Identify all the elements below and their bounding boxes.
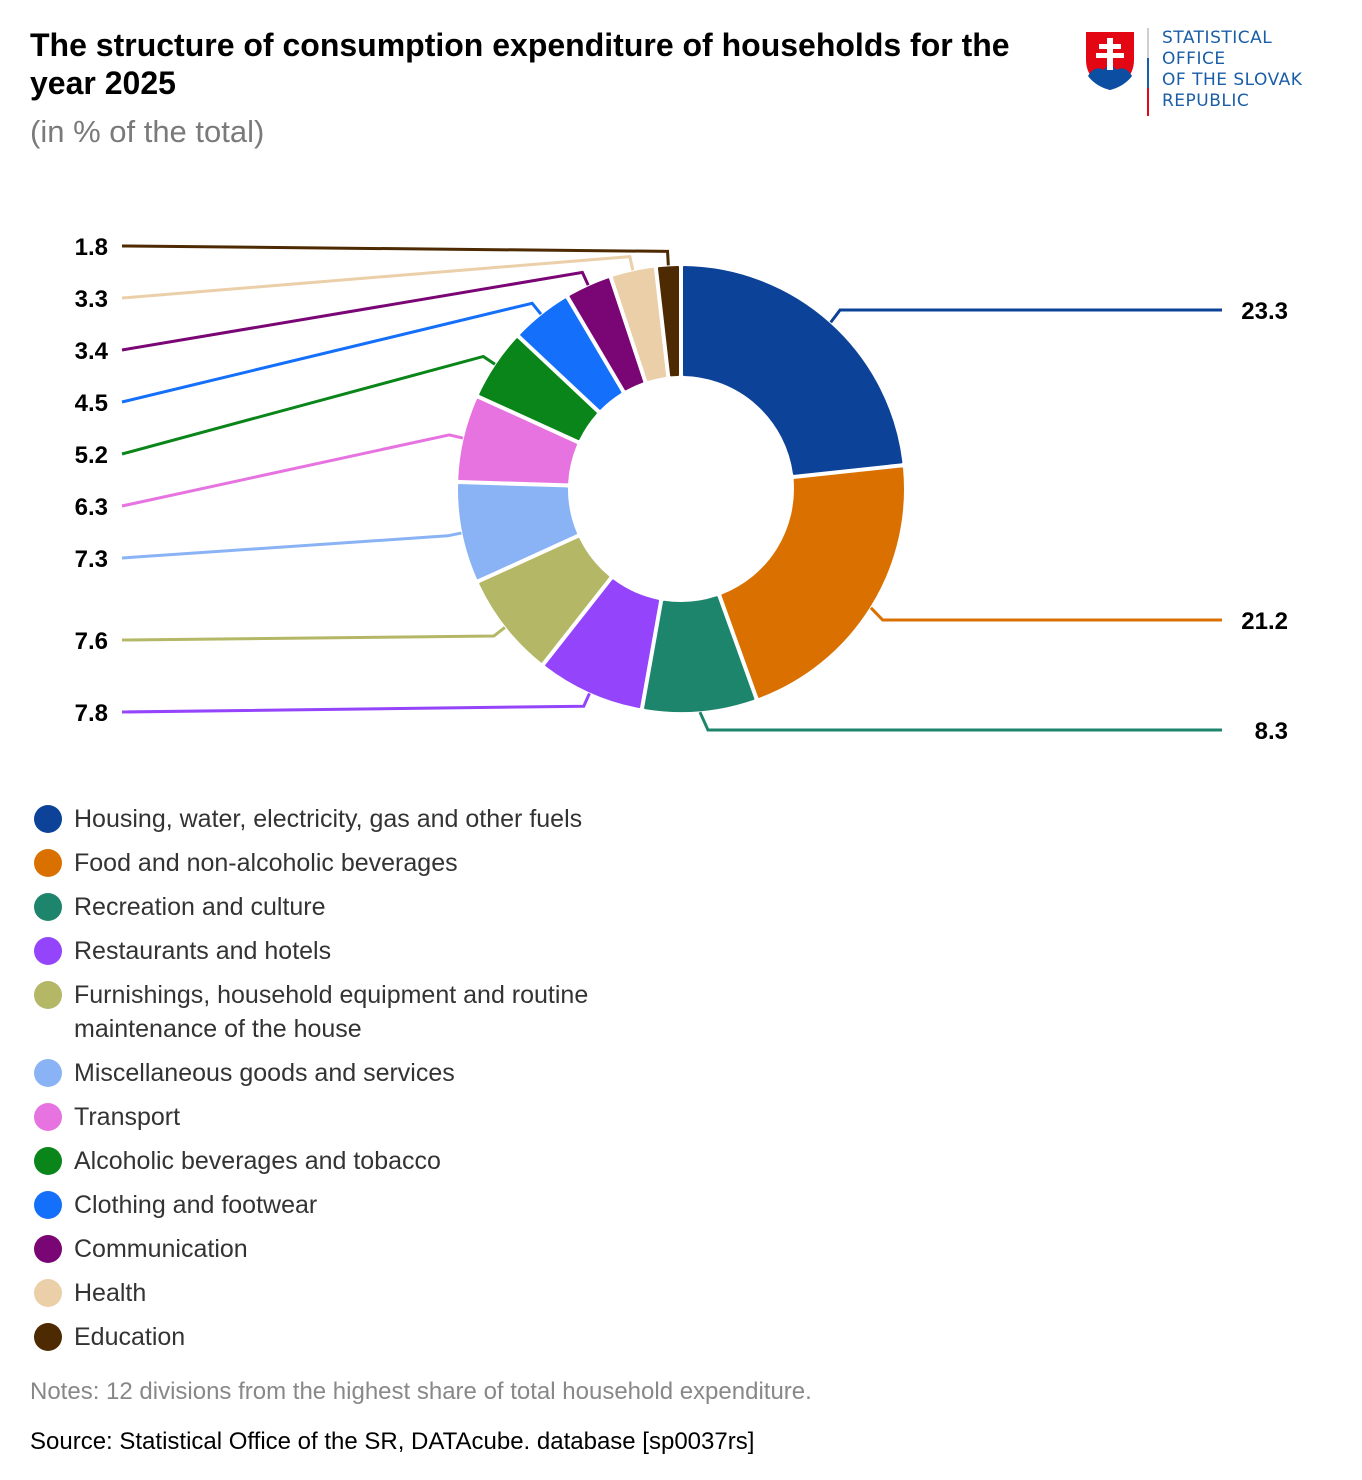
leader-line [121,301,543,404]
leader-line [121,244,670,266]
legend-label: Health [74,1279,147,1307]
value-label: 3.4 [75,338,109,365]
legend-marker-icon [34,1103,62,1131]
value-label: 7.6 [75,628,108,655]
donut-slice [721,467,904,698]
legend-label: Transport [74,1103,181,1131]
legend-item: Communication [34,1232,674,1266]
value-label: 3.3 [75,286,108,313]
donut-slice [569,278,644,391]
donut-slice [479,537,610,663]
donut-chart: 23.3 21.2 8.3 7.8 7.6 7.3 6.3 5.2 4.5 3.4 3.3 1.8 [75,234,1288,745]
value-label: 23.3 [1241,298,1288,325]
legend-item: Food and non-alcoholic beverages [34,846,674,880]
leader-lines [121,244,1222,732]
slices [458,266,904,712]
logo-line: OFFICE [1162,49,1226,69]
donut-slice [520,298,622,410]
chart-subtitle: (in % of the total) [30,114,265,149]
donut-slice [644,596,755,712]
logo-line: OF THE SLOVAK [1162,70,1303,90]
leader-line [121,433,464,508]
donut-slice [683,266,903,475]
leader-line [698,711,1222,732]
chart-title: The structure of consumption expenditure… [30,27,1010,101]
legend-marker-icon [34,1235,62,1263]
legend-label: Miscellaneous goods and services [74,1059,455,1087]
legend-item: Health [34,1276,674,1310]
logo-line: REPUBLIC [1162,91,1250,111]
value-labels: 23.3 21.2 8.3 7.8 7.6 7.3 6.3 5.2 4.5 3.4 3.3 1.8 [75,234,1288,745]
leader-line [121,692,591,714]
leader-line [869,606,1222,622]
legend-marker-icon [34,937,62,965]
legend-marker-icon [34,849,62,877]
legend-label: Housing, water, electricity, gas and oth… [74,805,583,833]
value-label: 7.8 [75,700,108,727]
legend-marker-icon [34,1323,62,1351]
legend-item: Recreation and culture [34,890,674,924]
donut-slice [458,398,578,484]
legend: Housing, water, electricity, gas and oth… [34,802,674,1364]
value-label: 4.5 [75,390,108,417]
legend-label: Communication [74,1235,248,1263]
logo-divider [1147,28,1149,116]
value-label: 1.8 [75,234,108,261]
legend-marker-icon [34,1279,62,1307]
legend-item: Restaurants and hotels [34,934,674,968]
donut-slice [545,579,660,709]
legend-label: Clothing and footwear [74,1191,318,1219]
statistical-office-logo: STATISTICAL OFFICE OF THE SLOVAK REPUBLI… [1084,28,1344,118]
legend-label: Furnishings, household equipment and rou… [74,981,589,1043]
legend-item: Furnishings, household equipment and rou… [34,978,674,1046]
leader-line [121,531,462,560]
legend-item: Clothing and footwear [34,1188,674,1222]
value-label: 5.2 [75,442,108,469]
notes: Notes: 12 divisions from the highest sha… [30,1378,812,1405]
legend-item: Miscellaneous goods and services [34,1056,674,1090]
legend-marker-icon [34,1147,62,1175]
legend-marker-icon [34,1059,62,1087]
legend-item: Housing, water, electricity, gas and oth… [34,802,674,836]
value-label: 6.3 [75,494,108,521]
donut-slice [612,267,667,381]
legend-item: Education [34,1320,674,1354]
logo-text: STATISTICAL OFFICE OF THE SLOVAK REPUBLI… [1162,28,1302,112]
legend-label: Restaurants and hotels [74,937,332,965]
value-label: 7.3 [75,546,108,573]
value-label: 21.2 [1241,608,1288,635]
value-label: 8.3 [1255,718,1288,745]
legend-label: Food and non-alcoholic beverages [74,849,458,877]
leader-line [121,270,590,352]
legend-marker-icon [34,981,62,1009]
legend-marker-icon [34,1191,62,1219]
legend-label: Education [74,1323,186,1351]
leader-line [121,626,506,642]
donut-slice [458,484,578,580]
slovak-coat-of-arms-icon [1086,32,1134,90]
logo-line: STATISTICAL [1162,28,1273,48]
donut-slice [479,338,597,441]
legend-item: Transport [34,1100,674,1134]
leader-line [121,254,635,300]
donut-slice [657,266,679,377]
source: Source: Statistical Office of the SR, DA… [30,1428,755,1455]
legend-label: Alcoholic beverages and tobacco [74,1147,441,1175]
leader-line [121,354,496,456]
legend-marker-icon [34,893,62,921]
leader-line [829,308,1222,324]
legend-marker-icon [34,805,62,833]
legend-label: Recreation and culture [74,893,326,921]
legend-item: Alcoholic beverages and tobacco [34,1144,674,1178]
